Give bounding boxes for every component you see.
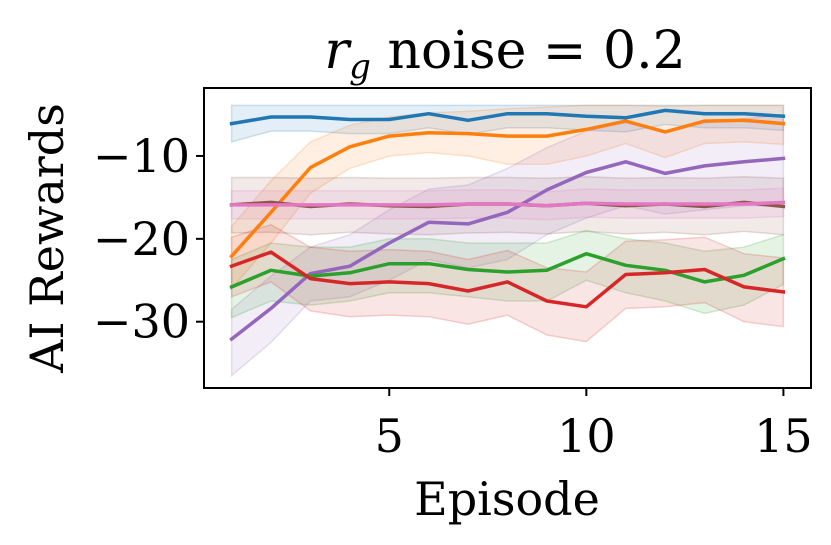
chart-title: rg noise = 0.2 <box>324 21 685 87</box>
y-axis-ticks: −10 −20 −30 <box>93 129 204 349</box>
x-tick-label-5: 5 <box>375 409 404 463</box>
y-tick-label--10: −10 <box>93 129 190 183</box>
line-pink <box>229 200 786 208</box>
chart-title-sub: g <box>349 47 371 87</box>
band-green <box>230 229 785 319</box>
confidence-bands <box>230 104 785 378</box>
series-lines <box>229 108 786 342</box>
line-blue <box>229 108 786 126</box>
y-tick-label--20: −20 <box>93 212 190 266</box>
x-tick-label-10: 10 <box>557 409 616 463</box>
y-axis-label: AI Rewards <box>20 103 74 374</box>
chart-title-main: r <box>324 21 352 81</box>
y-tick-label--30: −30 <box>93 295 190 349</box>
line-orange <box>229 118 786 259</box>
line-green <box>229 251 786 290</box>
line-red <box>229 250 786 309</box>
x-axis-ticks: 5 10 15 <box>375 388 813 463</box>
line-purple <box>229 156 786 342</box>
chart-title-rest: noise = 0.2 <box>371 21 686 81</box>
x-axis-label: Episode <box>414 472 600 526</box>
x-tick-label-15: 15 <box>754 409 813 463</box>
